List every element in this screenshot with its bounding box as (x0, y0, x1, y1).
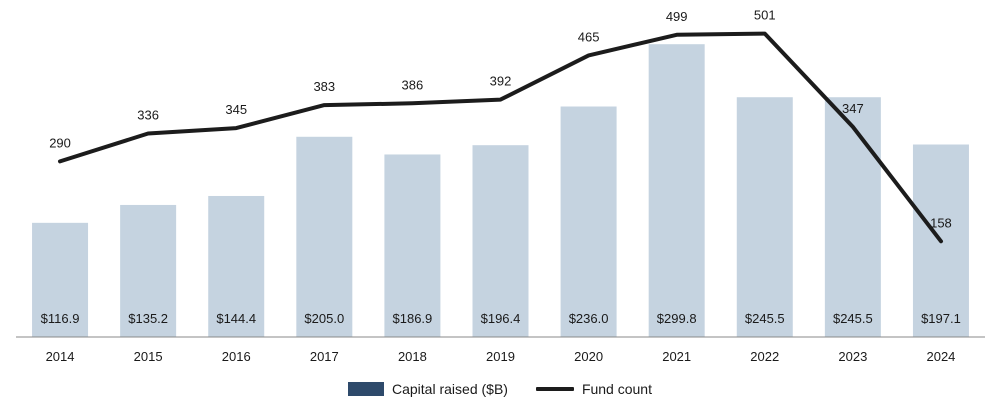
legend-swatch-bar (348, 382, 384, 396)
fund-count-label-2015: 336 (137, 108, 159, 123)
bar-value-label-2021: $299.8 (657, 311, 697, 326)
bar-2019 (472, 145, 529, 337)
legend-item-fund-count: Fund count (535, 381, 652, 397)
fund-count-label-2023: 347 (842, 101, 864, 116)
x-tick-2024: 2024 (926, 349, 955, 364)
fund-count-label-2018: 386 (402, 77, 424, 92)
x-tick-2018: 2018 (398, 349, 427, 364)
fund-count-label-2014: 290 (49, 135, 71, 150)
fund-count-label-2020: 465 (578, 29, 600, 44)
bar-2023 (824, 97, 881, 337)
x-tick-2014: 2014 (46, 349, 75, 364)
x-tick-2016: 2016 (222, 349, 251, 364)
bar-2020 (560, 106, 617, 337)
bar-2018 (384, 154, 441, 337)
x-tick-2020: 2020 (574, 349, 603, 364)
fund-count-line (58, 31, 943, 244)
x-tick-2019: 2019 (486, 349, 515, 364)
fund-count-label-2017: 383 (313, 79, 335, 94)
x-tick-2021: 2021 (662, 349, 691, 364)
bar-2021 (648, 44, 705, 337)
bar-value-label-2023: $245.5 (833, 311, 873, 326)
bar-value-label-2018: $186.9 (393, 311, 433, 326)
fund-count-label-2024: 158 (930, 215, 952, 230)
fund-count-label-2022: 501 (754, 8, 776, 23)
bar-value-label-2015: $135.2 (128, 311, 168, 326)
bar-2015 (120, 204, 177, 337)
bar-value-label-2024: $197.1 (921, 311, 961, 326)
x-axis-ticks: 2014 2015 2016 2017 2018 2019 2020 2021 2022 2023… (46, 349, 956, 364)
bar-2016 (208, 195, 265, 337)
bar-value-label-2020: $236.0 (569, 311, 609, 326)
legend-label-capital: Capital raised ($B) (392, 381, 508, 397)
x-tick-2015: 2015 (134, 349, 163, 364)
x-tick-2017: 2017 (310, 349, 339, 364)
line-value-labels: 290 336 345 383 386 392 465 499 501 347 158 (49, 8, 952, 231)
bar-value-label-2019: $196.4 (481, 311, 521, 326)
x-tick-2022: 2022 (750, 349, 779, 364)
bar-value-label-2022: $245.5 (745, 311, 785, 326)
bar-series (32, 44, 969, 337)
legend-label-fund-count: Fund count (581, 381, 652, 397)
fund-count-label-2021: 499 (666, 9, 688, 24)
x-tick-2023: 2023 (838, 349, 867, 364)
legend: Capital raised ($B) Fund count (0, 381, 1000, 397)
bar-value-labels: $116.9 $135.2 $144.4 $205.0 $186.9 $196.4 $236… (41, 311, 961, 326)
bar-2017 (296, 136, 353, 337)
fund-count-label-2016: 345 (225, 102, 247, 117)
bar-value-label-2016: $144.4 (216, 311, 256, 326)
legend-swatch-line (535, 387, 574, 391)
line-series (58, 31, 943, 244)
fund-count-label-2019: 392 (490, 74, 512, 89)
bar-value-label-2017: $205.0 (304, 311, 344, 326)
legend-item-capital: Capital raised ($B) (348, 381, 508, 397)
bar-2014 (32, 222, 89, 337)
bar-value-label-2014: $116.9 (41, 311, 80, 326)
bar-2022 (736, 97, 793, 337)
